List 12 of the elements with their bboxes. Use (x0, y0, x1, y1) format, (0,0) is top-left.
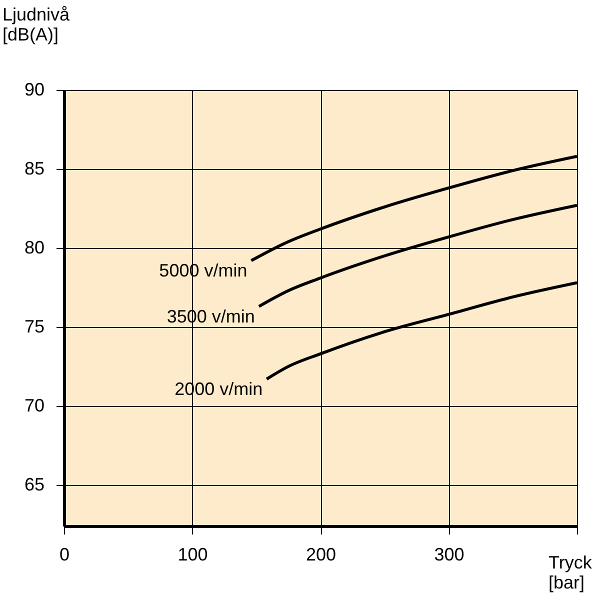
y-axis-title: Ljudnivå [dB(A)] (2, 4, 71, 44)
y-tick-label: 80 (24, 237, 44, 258)
x-tick-label: 300 (434, 544, 464, 564)
x-axis-title: Tryck [bar] (548, 552, 593, 592)
y-tick-label: 70 (24, 395, 44, 416)
y-tick-label: 90 (24, 80, 44, 100)
y-tick-label: 65 (24, 474, 44, 494)
x-tick-label: 200 (306, 544, 336, 564)
y-tick-label: 85 (24, 158, 44, 178)
x-tick-label: 100 (178, 544, 208, 564)
y-tick-label: 75 (24, 316, 44, 336)
x-tick-label: 0 (59, 544, 70, 564)
